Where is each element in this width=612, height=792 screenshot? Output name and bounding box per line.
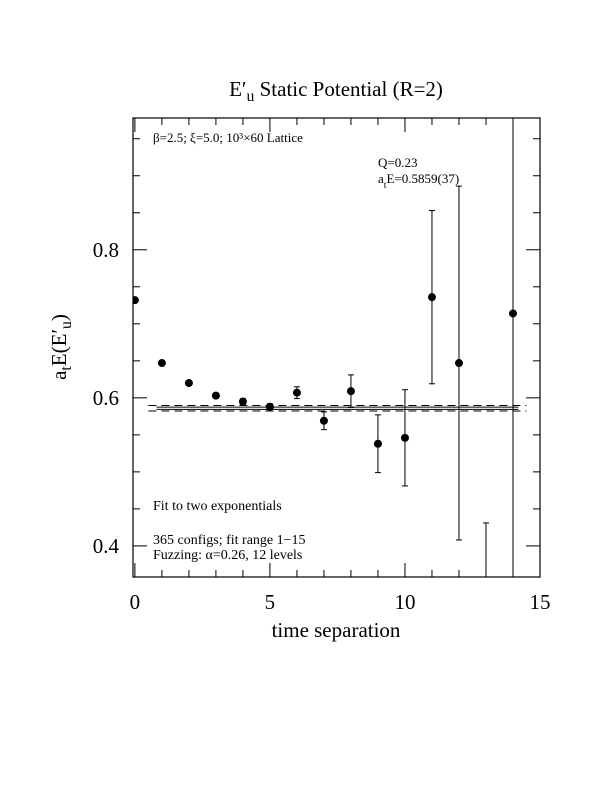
x-tick-label: 10	[394, 590, 415, 614]
data-point	[133, 296, 139, 305]
annotation: β=2.5; ξ=5.0; 10³×60 Lattice	[153, 130, 303, 145]
data-point	[400, 433, 409, 442]
annotation-part: E=0.5859(37)	[387, 171, 460, 186]
data-point	[373, 439, 382, 448]
chart-title-part: Static Potential (R=2)	[254, 77, 443, 101]
data-point	[482, 616, 490, 624]
y-axis-label-part: u	[58, 321, 75, 329]
annotation: 365 configs; fit range 1−15	[153, 533, 306, 548]
data-point	[454, 359, 463, 368]
annotation: atE=0.5859(37)	[378, 171, 459, 191]
plot-area	[133, 118, 527, 624]
y-tick-label: 0.8	[93, 238, 119, 262]
data-point	[319, 416, 328, 425]
x-axis-label: time separation	[272, 618, 401, 642]
data-point	[265, 402, 274, 411]
plot-frame	[132, 117, 541, 578]
x-tick-label: 15	[530, 590, 551, 614]
data-point	[427, 293, 436, 302]
data-point	[211, 391, 220, 400]
annotation-part: Q=0.23	[378, 155, 417, 170]
chart-title-part: E′	[229, 77, 246, 101]
y-tick-label: 0.4	[93, 534, 120, 558]
chart-title-part: u	[246, 88, 254, 105]
annotation-part: t	[384, 180, 387, 191]
y-axis-label-part: a	[47, 370, 71, 380]
data-point	[184, 379, 193, 388]
y-axis-label-part: E(E′	[47, 329, 71, 366]
data-point	[238, 397, 247, 406]
annotation: Q=0.23	[378, 155, 417, 170]
annotation-part: 365 configs; fit range 1−15	[153, 533, 306, 548]
annotation: Fit to two exponentials	[153, 499, 282, 514]
data-point	[157, 359, 166, 368]
data-point	[508, 309, 517, 318]
x-tick-label: 5	[265, 590, 276, 614]
data-point	[346, 387, 355, 396]
y-axis-label: atE(E′u)	[47, 314, 75, 380]
annotation-part: a	[378, 171, 384, 186]
annotation-part: Fit to two exponentials	[153, 499, 282, 514]
chart-title: E′u Static Potential (R=2)	[229, 77, 443, 105]
annotation: Fuzzing: α=0.26, 12 levels	[153, 548, 302, 563]
annotation-part: Fuzzing: α=0.26, 12 levels	[153, 548, 302, 563]
data-point	[292, 388, 301, 397]
y-axis-label-part: t	[58, 366, 75, 371]
x-tick-label: 0	[130, 590, 141, 614]
y-tick-label: 0.6	[93, 386, 119, 410]
annotation-part: β=2.5; ξ=5.0; 10³×60 Lattice	[153, 130, 303, 145]
y-axis-label-part: )	[47, 314, 71, 321]
